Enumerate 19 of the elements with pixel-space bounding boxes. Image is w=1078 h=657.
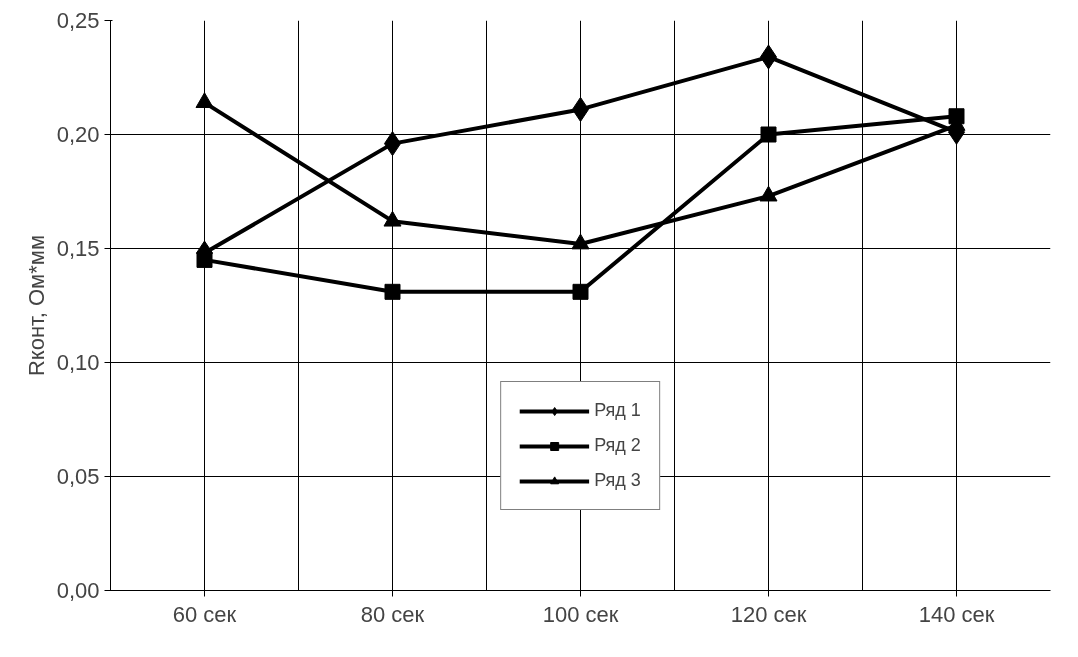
- legend-label: Ряд 2: [594, 435, 641, 456]
- legend-label: Ряд 1: [594, 400, 641, 421]
- x-tick-label: 140 сек: [918, 601, 995, 627]
- point: [948, 108, 965, 125]
- x-tick-label: 100 сек: [542, 601, 619, 627]
- y-tick-label: 0,20: [56, 122, 100, 147]
- point: [384, 283, 401, 300]
- point: [572, 283, 589, 300]
- x-tick-label: 120 сек: [730, 601, 807, 627]
- x-tick-label: 60 сек: [172, 601, 237, 627]
- y-tick-label: 0,05: [56, 464, 100, 489]
- point: [760, 126, 777, 143]
- y-tick-label: 0,00: [56, 578, 100, 603]
- legend-label: Ряд 3: [594, 470, 641, 491]
- y-tick-label: 0,15: [56, 236, 100, 261]
- y-axis-title: Rконт, Ом*мм: [23, 234, 49, 377]
- x-tick-label: 80 сек: [360, 601, 425, 627]
- y-tick-label: 0,25: [56, 8, 100, 33]
- y-tick-label: 0,10: [56, 350, 100, 375]
